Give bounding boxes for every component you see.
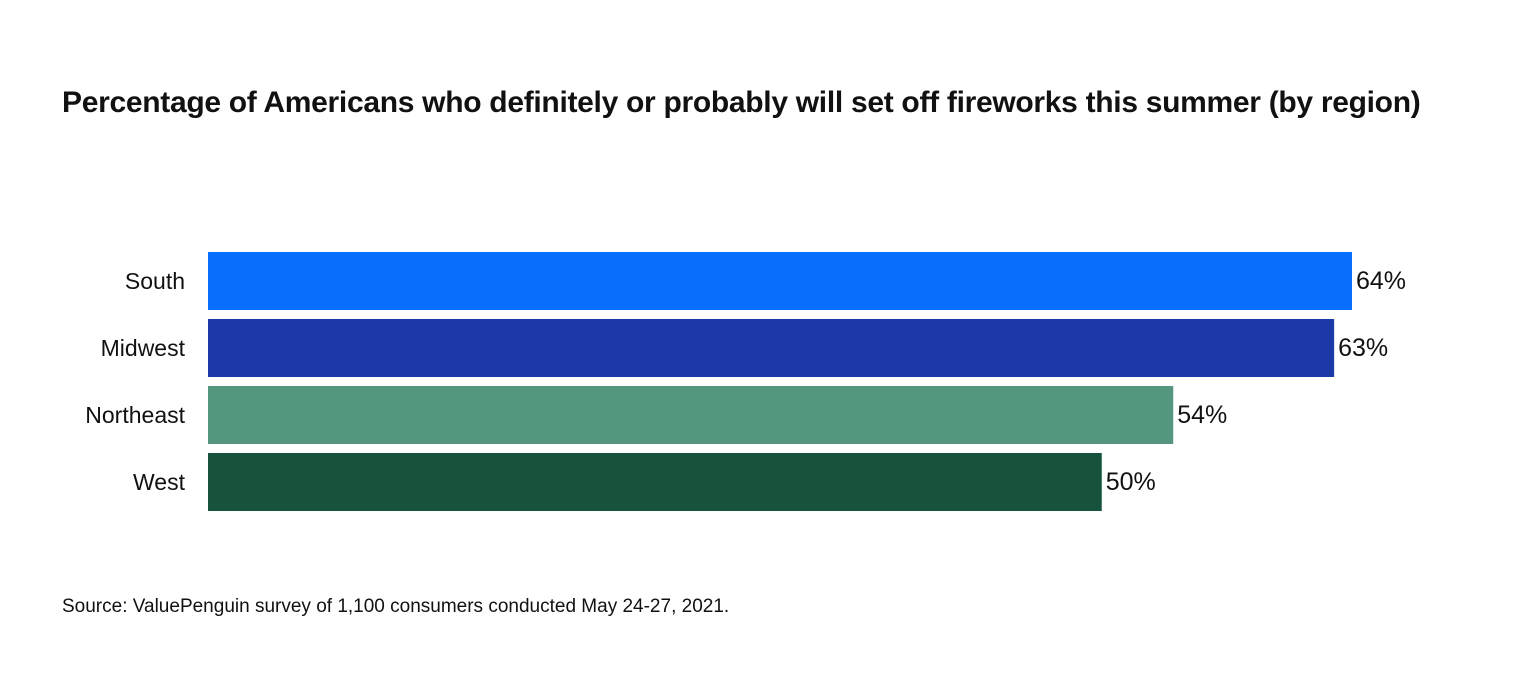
category-label-west: West <box>133 469 186 495</box>
category-label-northeast: Northeast <box>85 402 185 428</box>
source-note: Source: ValuePenguin survey of 1,100 con… <box>62 596 730 617</box>
category-label-midwest: Midwest <box>101 335 186 361</box>
chart-title: Percentage of Americans who definitely o… <box>62 86 1421 119</box>
value-label-midwest: 63% <box>1338 334 1388 362</box>
value-label-west: 50% <box>1106 468 1156 496</box>
bar-chart: South 64% Midwest 63% Northeast 54% West 50% <box>85 252 1406 511</box>
bar-midwest <box>208 319 1335 377</box>
bar-south <box>208 252 1352 310</box>
value-label-northeast: 54% <box>1177 401 1227 429</box>
value-label-south: 64% <box>1356 267 1406 295</box>
bar-west <box>208 453 1102 511</box>
category-label-south: South <box>125 268 185 294</box>
bar-northeast <box>208 386 1174 444</box>
